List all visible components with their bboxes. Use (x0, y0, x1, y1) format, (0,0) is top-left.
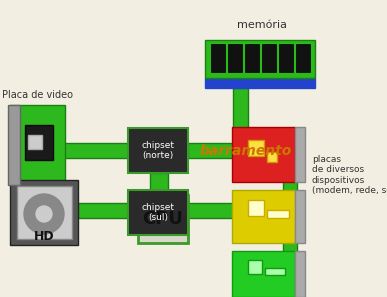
Text: CPU: CPU (142, 210, 183, 228)
Bar (8, 105, 20, 185)
Text: Placa de video: Placa de video (2, 90, 74, 100)
Bar (245, 44, 259, 72)
Text: barramento: barramento (200, 144, 292, 158)
Bar (17, 186, 72, 239)
Bar (188, 143, 303, 158)
Bar (205, 78, 315, 88)
Bar (295, 127, 305, 182)
Text: chipset
(sul): chipset (sul) (142, 203, 175, 222)
Bar (211, 44, 225, 72)
Bar (295, 251, 305, 297)
Bar (10, 105, 65, 185)
Bar (262, 44, 276, 72)
Bar (205, 40, 315, 78)
Bar (295, 190, 305, 243)
Bar (150, 148, 168, 168)
Bar (128, 128, 188, 173)
Bar (128, 190, 188, 235)
Bar (279, 44, 293, 72)
Bar (150, 173, 168, 195)
Text: chipset
(norte): chipset (norte) (142, 141, 175, 160)
Bar (296, 44, 310, 72)
Bar (283, 148, 297, 263)
Bar (35, 143, 128, 158)
Bar (232, 190, 295, 243)
Bar (188, 203, 283, 218)
Text: memória: memória (237, 20, 287, 30)
Bar (248, 260, 262, 274)
Text: placas
de diversos
dispositivos
(modem, rede, som): placas de diversos dispositivos (modem, … (312, 155, 387, 195)
Bar (267, 210, 289, 218)
Circle shape (36, 206, 52, 222)
Bar (138, 195, 188, 243)
Text: HD: HD (34, 230, 54, 243)
Bar (25, 125, 53, 160)
Bar (35, 203, 128, 218)
Bar (267, 152, 277, 162)
Bar (228, 44, 242, 72)
Bar (265, 268, 285, 275)
Bar (233, 88, 248, 143)
Bar (10, 180, 78, 245)
Circle shape (24, 194, 64, 234)
Bar (28, 135, 42, 149)
Bar (248, 200, 264, 216)
Bar (232, 127, 295, 182)
Bar (248, 140, 264, 156)
Bar (232, 251, 295, 297)
